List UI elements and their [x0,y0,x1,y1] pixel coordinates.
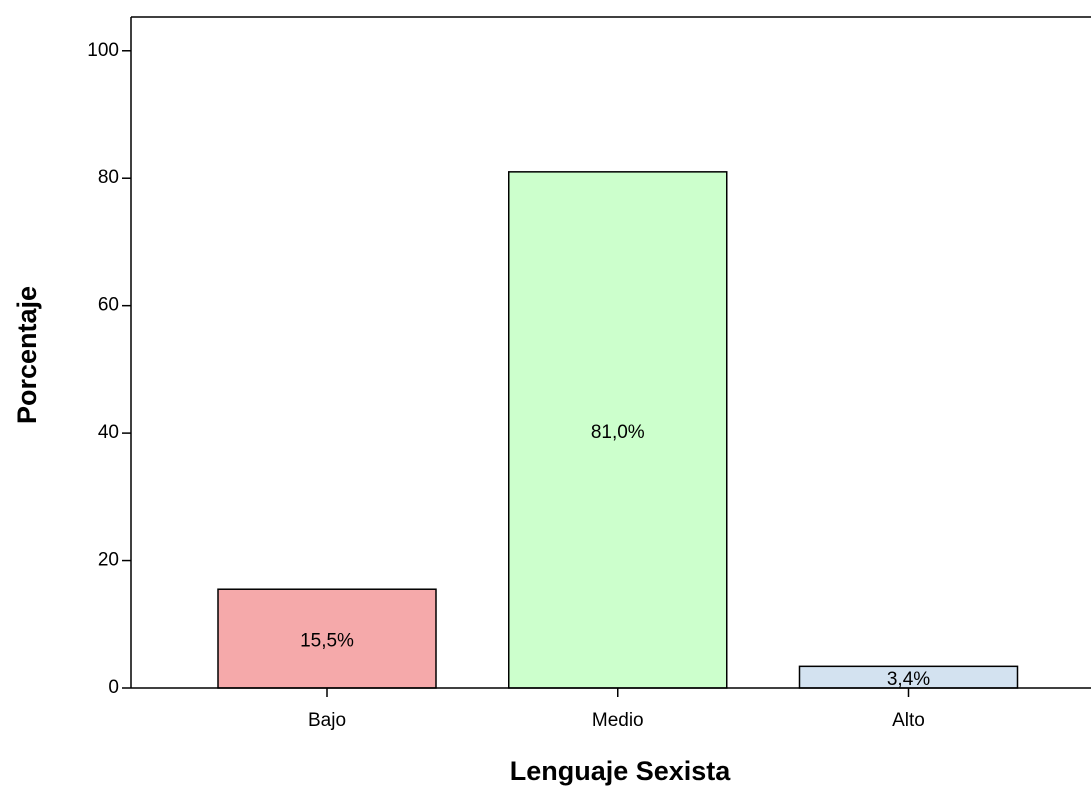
x-tick-label: Medio [592,710,644,731]
bar [508,171,728,689]
value-label: 81,0% [591,422,645,443]
x-axis-title: Lenguaje Sexista [510,756,732,786]
y-tick-label: 40 [98,422,119,443]
y-tick-label: 0 [108,677,119,698]
y-tick-label: 80 [98,167,119,188]
x-tick-label: Bajo [308,710,346,731]
x-tick-label: Alto [892,710,925,731]
value-label: 15,5% [300,631,354,652]
y-tick-label: 100 [87,40,119,61]
y-tick-label: 20 [98,550,119,571]
y-axis-title: Porcentaje [12,286,42,424]
y-tick-label: 60 [98,295,119,316]
bar [217,588,437,689]
value-label: 3,4% [887,669,930,690]
